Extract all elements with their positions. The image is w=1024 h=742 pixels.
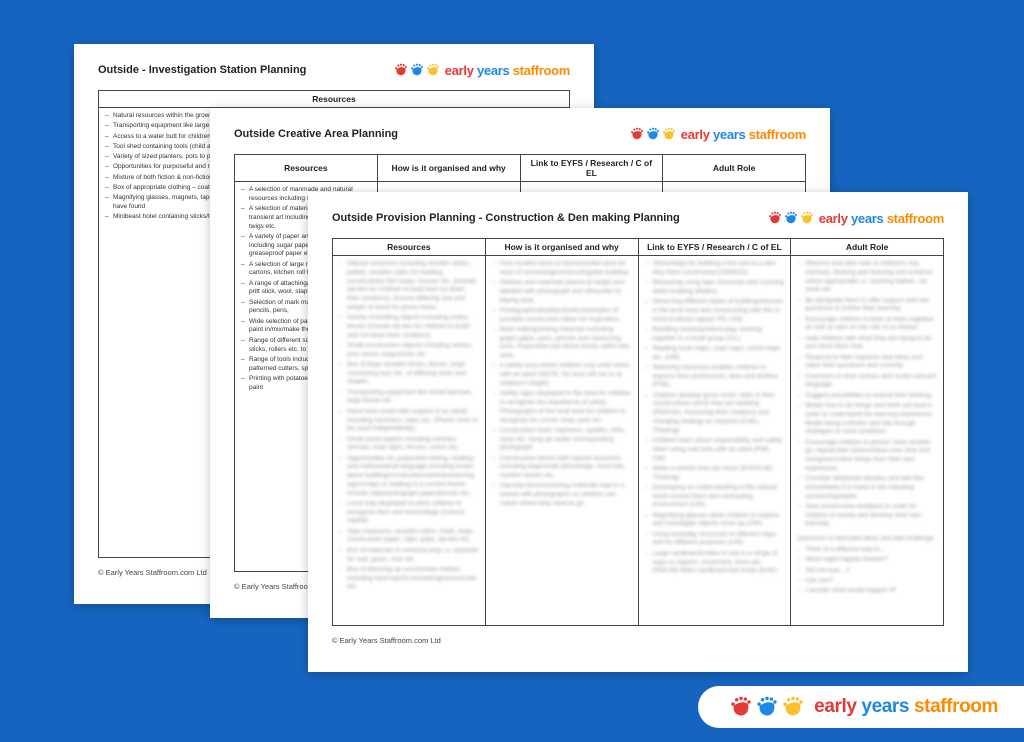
col-header: Resources	[333, 239, 486, 256]
brand-logo: early years staffroom	[393, 62, 570, 78]
list-item: Think of a different way to…	[797, 546, 937, 555]
list-item: A safety area where children only enter …	[492, 362, 632, 388]
col-header: Adult Role	[663, 155, 806, 182]
hand-icon	[780, 694, 806, 720]
list-item: What might happen if/when?	[797, 556, 937, 565]
list-item: Transporting equipment like wheel barrow…	[339, 389, 479, 407]
doc-header: Outside Creative Area Planning early yea…	[234, 126, 806, 142]
hand-icon	[799, 210, 815, 226]
list-item: Encourage children to learn to learn tog…	[797, 316, 937, 334]
list-item: Area located close to trees/wooded area …	[492, 260, 632, 278]
logo-text: early years staffroom	[819, 211, 944, 226]
list-item: Be alongside them to offer support and a…	[797, 297, 937, 315]
list-item: Tell me how…?	[797, 567, 937, 576]
brand-footer-tab: early years staffroom	[698, 686, 1024, 728]
list-item: Mark making/writing materials including …	[492, 326, 632, 361]
list-item: Variety of building objects including cr…	[339, 314, 479, 340]
list-item: Selecting resources enables children to …	[645, 364, 785, 390]
questions-heading: Questions to stimulate ideas and add cha…	[797, 535, 937, 544]
list-item: Safety signs displayed in the area for c…	[492, 390, 632, 425]
doc-header: Outside Provision Planning - Constructio…	[332, 210, 944, 226]
list-item: Make a vehicle that can move (EAD/CoEL T…	[645, 465, 785, 483]
list-item: Comment on their actions and model relev…	[797, 373, 937, 391]
hand-icon	[754, 694, 780, 720]
list-item: Clips/zip-ties/connecting materials kept…	[492, 482, 632, 508]
list-item: Box of large wooden bricks, blocks, larg…	[339, 361, 479, 387]
list-item: Box of dressing-up construction clothes …	[339, 566, 479, 592]
planning-table: Resources How is it organised and why Li…	[332, 238, 944, 626]
brand-logo: early years staffroom	[629, 126, 806, 142]
adult-role-cell: Observe and take note of children's key …	[791, 256, 944, 626]
list-item: Observe and take note of children's key …	[797, 260, 937, 295]
hand-icon	[629, 126, 645, 142]
list-item: Suggest possibilities to extend their th…	[797, 392, 937, 401]
list-item: Observing different styles of buildings/…	[645, 298, 785, 324]
list-item: Children learn about responsibility and …	[645, 437, 785, 463]
list-item: Using everyday resources in different wa…	[645, 531, 785, 549]
list-item: Small construction objects including sto…	[339, 342, 479, 360]
brand-logo: early years staffroom	[767, 210, 944, 226]
list-item: Tape measures, wooden rulers, chalk, lar…	[339, 528, 479, 546]
logo-text: early years staffroom	[445, 63, 570, 78]
list-item: Large cardboard/crates to use in a range…	[645, 550, 785, 576]
organised-cell: Area located close to trees/wooded area …	[485, 256, 638, 626]
copyright-footer: © Early Years Staffroom.com Ltd	[332, 636, 944, 645]
list-item: Hand tools (used with support of an adul…	[339, 408, 479, 434]
list-item: Small world objects including vehicles, …	[339, 436, 479, 454]
col-header-resources: Resources	[99, 91, 570, 108]
col-header: Link to EYFS / Research / C of EL	[638, 239, 791, 256]
hand-icon	[425, 62, 441, 78]
hand-icon	[645, 126, 661, 142]
list-item: Local map displayed to allow children to…	[339, 500, 479, 526]
logo-hands	[393, 62, 441, 78]
list-item: Can you?	[797, 577, 937, 586]
list-item: Opportunities for purposeful writing, re…	[339, 455, 479, 499]
list-item: Retelling stories/pretend play, working …	[645, 326, 785, 344]
col-header: Resources	[235, 155, 378, 182]
doc-header: Outside - Investigation Station Planning…	[98, 62, 570, 78]
hand-icon	[767, 210, 783, 226]
logo-hands	[728, 694, 806, 720]
logo-hands	[767, 210, 815, 226]
list-item: Children develop gross motor skills in t…	[645, 392, 785, 436]
list-item: Shelves and materials placed at height a…	[492, 279, 632, 305]
list-item: Developing an understanding of the natur…	[645, 484, 785, 510]
list-item: Construction bench with natural resource…	[492, 455, 632, 481]
col-header: How is it organised and why	[485, 239, 638, 256]
doc-title: Outside Creative Area Planning	[234, 128, 398, 140]
list-item: Encourage children to persist, have anot…	[797, 439, 937, 474]
resources-cell: Natural resources including wooden stick…	[333, 256, 486, 626]
hand-icon	[728, 694, 754, 720]
list-item: Natural resources including wooden stick…	[339, 260, 479, 313]
list-item: Consider additional stimulus and add thi…	[797, 475, 937, 501]
doc-title: Outside Provision Planning - Constructio…	[332, 212, 680, 224]
col-header: Link to EYFS / Research / C of EL	[520, 155, 663, 182]
list-item: Measuring using tape measures and counti…	[645, 279, 785, 297]
list-item: Magnifying glasses allow children to exp…	[645, 512, 785, 530]
list-item: Reading local maps, road maps, world map…	[645, 345, 785, 363]
col-header: Adult Role	[791, 239, 944, 256]
hand-icon	[783, 210, 799, 226]
hand-icon	[661, 126, 677, 142]
list-item: Model how to do things and think out lou…	[797, 402, 937, 437]
list-item: Help children with what they are trying …	[797, 335, 937, 353]
eyfs-cell: Sticks/twigs for building a fire next to…	[638, 256, 791, 626]
doc-title: Outside - Investigation Station Planning	[98, 64, 306, 76]
list-item: Box of materials to enhance play i.e. ta…	[339, 547, 479, 565]
list-item: Sticks/twigs for building a fire next to…	[645, 260, 785, 278]
list-item: Construction tools: hammers, spades, dri…	[492, 427, 632, 453]
col-header: How is it organised and why	[377, 155, 520, 182]
list-item: Photographs/displays/books/examples of p…	[492, 307, 632, 325]
logo-text: early years staffroom	[814, 696, 998, 718]
hand-icon	[409, 62, 425, 78]
list-item: Respond to their requests and ideas and …	[797, 354, 937, 372]
logo-hands	[629, 126, 677, 142]
document-construction-den: Outside Provision Planning - Constructio…	[308, 192, 968, 672]
hand-icon	[393, 62, 409, 78]
list-item: I wonder what would happen if?	[797, 587, 937, 596]
logo-text: early years staffroom	[681, 127, 806, 142]
list-item: Give constructive feedback in order for …	[797, 503, 937, 529]
